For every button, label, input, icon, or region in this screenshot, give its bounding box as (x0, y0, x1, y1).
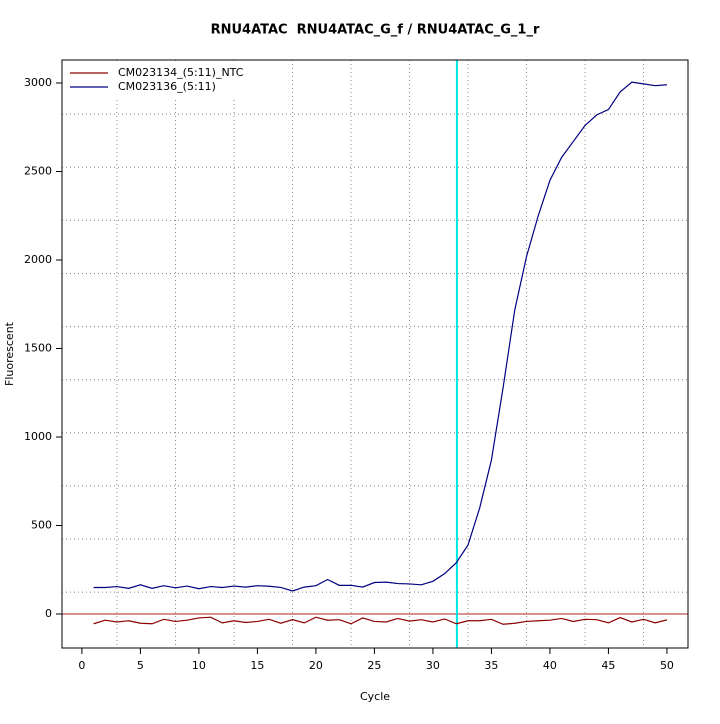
chart-title: RNU4ATAC RNU4ATAC_G_f / RNU4ATAC_G_1_r (211, 23, 540, 38)
x-tick-label: 15 (250, 659, 264, 672)
x-tick-label: 45 (601, 659, 615, 672)
x-axis-label: Cycle (360, 690, 390, 703)
x-tick-label: 40 (543, 659, 557, 672)
legend-label: CM023136_(5:11) (118, 80, 216, 93)
series-line (93, 81, 667, 592)
y-tick-label: 2500 (24, 165, 52, 178)
legend-label: CM023134_(5:11)_NTC (118, 66, 244, 79)
x-tick-label: 0 (78, 659, 85, 672)
x-tick-label: 10 (192, 659, 206, 672)
x-tick-label: 20 (309, 659, 323, 672)
plot-frame (61, 59, 689, 649)
x-tick-label: 30 (426, 659, 440, 672)
y-tick-label: 1000 (24, 430, 52, 443)
x-tick-label: 25 (367, 659, 381, 672)
y-tick-label: 2000 (24, 253, 52, 266)
legend-box (63, 61, 259, 97)
x-tick-label: 50 (660, 659, 674, 672)
y-tick-label: 1500 (24, 342, 52, 355)
x-tick-label: 5 (137, 659, 144, 672)
y-tick-label: 3000 (24, 76, 52, 89)
series-line (93, 616, 668, 625)
x-tick-label: 35 (484, 659, 498, 672)
y-tick-label: 0 (45, 607, 52, 620)
y-axis-label: Fluorescent (3, 321, 16, 386)
y-tick-label: 500 (31, 519, 52, 532)
